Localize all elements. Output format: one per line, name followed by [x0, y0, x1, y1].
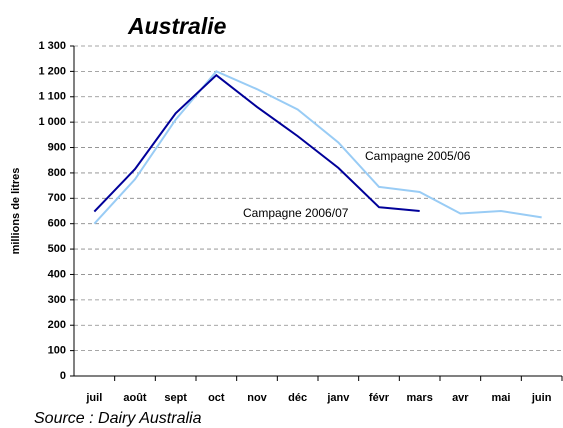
y-tick-label: 300: [48, 294, 66, 306]
x-tick-label: juin: [531, 392, 552, 404]
series-line: [93, 70, 542, 225]
y-tick-label: 0: [60, 370, 66, 382]
series-label: Campagne 2005/06: [365, 149, 471, 163]
x-tick-label: oct: [208, 392, 225, 404]
y-tick-label: 1 200: [38, 65, 66, 77]
x-tick-label: janv: [326, 392, 350, 404]
y-tick-label: 100: [48, 345, 66, 357]
series-line: [93, 73, 420, 213]
x-tick-label: févr: [369, 392, 390, 404]
y-tick-label: 1 000: [38, 116, 66, 128]
y-tick-label: 1 100: [38, 91, 66, 103]
y-tick-label: 500: [48, 243, 66, 255]
x-tick-label: déc: [288, 392, 307, 404]
y-tick-label: 600: [48, 218, 66, 230]
y-tick-label: 400: [48, 268, 66, 280]
source: Source : Dairy Australia: [34, 410, 202, 427]
y-tick-label: 700: [48, 192, 66, 204]
series-label: Campagne 2006/07: [243, 206, 349, 220]
x-tick-label: sept: [164, 392, 187, 404]
x-tick-label: mars: [407, 392, 433, 404]
chart-title: Australie: [127, 13, 227, 39]
y-tick-label: 200: [48, 319, 66, 331]
x-tick-label: nov: [247, 392, 267, 404]
x-tick-label: mai: [492, 392, 511, 404]
y-tick-label: 1 300: [38, 40, 66, 52]
x-tick-label: avr: [452, 392, 469, 404]
x-tick-label: août: [123, 392, 147, 404]
x-tick-label: juil: [85, 392, 102, 404]
y-axis-label: millions de litres: [10, 168, 22, 255]
y-tick-label: 800: [48, 167, 66, 179]
y-tick-label: 900: [48, 141, 66, 153]
